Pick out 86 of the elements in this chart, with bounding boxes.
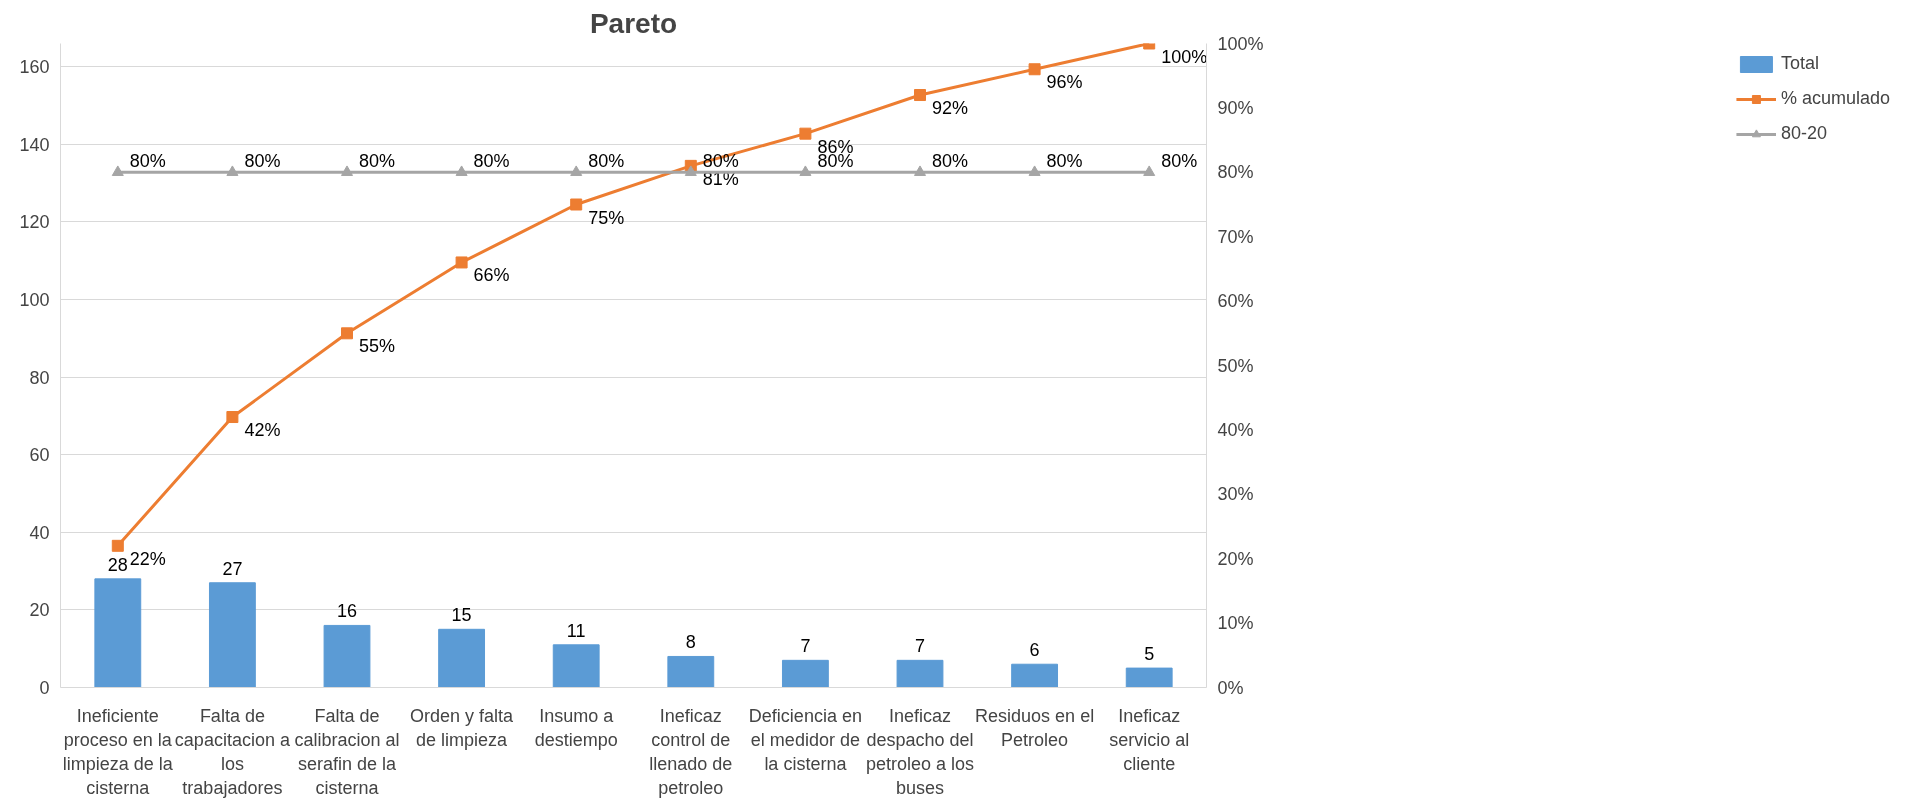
bar [552, 644, 600, 688]
point [341, 165, 353, 176]
data-label: 6 [1029, 640, 1040, 661]
y2-tick-label: 40% [1217, 419, 1254, 440]
x-tick-label: Insumo a destiempo [534, 705, 618, 750]
point [684, 165, 697, 176]
x-tick-label: Ineficaz despacho del petroleo a los buses [865, 705, 975, 798]
data-label: 66% [473, 265, 510, 286]
y2-tick-label: 20% [1217, 548, 1254, 569]
data-label: 28 [107, 554, 128, 575]
y-tick-label: 40 [29, 522, 50, 543]
point [111, 165, 124, 176]
point [799, 165, 812, 176]
data-label: 80% [473, 151, 510, 172]
y-tick-label: 60 [29, 445, 50, 466]
y-tick-label: 160 [19, 57, 50, 78]
y2-tick-label: 10% [1217, 613, 1254, 634]
point [455, 256, 468, 269]
x-tick-label: Falta de calibracion al serafin de la cisterna [294, 705, 400, 798]
x-tick-label: Ineficaz servicio al cliente [1109, 705, 1190, 774]
data-label: 80% [129, 151, 166, 172]
data-label: 96% [1046, 72, 1083, 93]
legend-label: 80-20 [1780, 123, 1827, 144]
data-label: 75% [588, 207, 625, 228]
point [1143, 165, 1156, 176]
bar [323, 624, 371, 688]
data-label: 55% [359, 336, 396, 357]
x-tick-label: Ineficaz control de llenado de petroleo [649, 705, 733, 798]
point [226, 411, 239, 424]
y2-tick-label: 50% [1217, 355, 1254, 376]
y2-tick-label: 90% [1217, 97, 1254, 118]
legend-label: % acumulado [1780, 88, 1890, 109]
legend-label: Total [1780, 53, 1819, 74]
data-label: 7 [914, 636, 926, 657]
x-tick-label: Ineficiente proceso en la limpieza de la cisterna [62, 705, 174, 798]
data-label: 100% [1161, 46, 1208, 67]
y2-tick-label: 70% [1217, 226, 1254, 247]
y-tick-label: 20 [29, 600, 50, 621]
bar [667, 655, 715, 688]
point [799, 127, 812, 140]
y-tick-label: 100 [19, 290, 50, 311]
data-label: 80% [1161, 151, 1198, 172]
bar [1125, 667, 1173, 688]
data-label: 92% [932, 98, 969, 119]
y-tick-label: 140 [19, 134, 50, 155]
data-label: 8 [685, 632, 696, 653]
x-tick-label: Residuos en el Petroleo [975, 705, 1095, 750]
bar [208, 582, 256, 688]
y2-tick-label: 60% [1217, 291, 1254, 312]
data-label: 7 [800, 636, 811, 657]
point [914, 165, 926, 176]
y2-tick-label: 80% [1217, 162, 1254, 183]
bar [94, 578, 142, 688]
data-label: 80% [359, 151, 396, 172]
x-tick-label: Deficiencia en el medidor de la cisterna [748, 705, 862, 774]
bar [1011, 663, 1059, 688]
x-tick-label: Falta de capacitacion a los trabajadores [174, 705, 291, 798]
y2-tick-label: 30% [1217, 484, 1254, 505]
chart-title: Pareto [589, 7, 678, 39]
point [1028, 165, 1041, 176]
x-tick-label: Orden y falta de limpieza [410, 705, 515, 750]
bar [438, 628, 486, 688]
y-tick-label: 120 [19, 212, 50, 233]
data-label: 80% [588, 151, 625, 172]
data-label: 22% [129, 548, 166, 569]
data-label: 15 [451, 605, 472, 626]
y-tick-label: 80 [29, 367, 50, 388]
point [111, 539, 124, 552]
data-label: 42% [244, 420, 281, 441]
data-label: 80% [932, 151, 969, 172]
point [570, 198, 583, 211]
bar [781, 659, 829, 688]
data-label: 16 [336, 601, 358, 622]
y2-tick-label: 100% [1217, 33, 1264, 54]
y2-tick-label: 0% [1217, 677, 1244, 698]
data-label: 80% [1046, 151, 1083, 172]
point [226, 165, 239, 176]
data-label: 5 [1144, 644, 1155, 665]
point [341, 327, 353, 340]
data-label: 80% [244, 151, 281, 172]
point [570, 165, 583, 176]
data-label: 27 [222, 558, 243, 579]
point [455, 165, 468, 176]
data-label: 11 [566, 620, 586, 641]
bar [896, 659, 944, 688]
y-tick-label: 0 [39, 678, 50, 698]
